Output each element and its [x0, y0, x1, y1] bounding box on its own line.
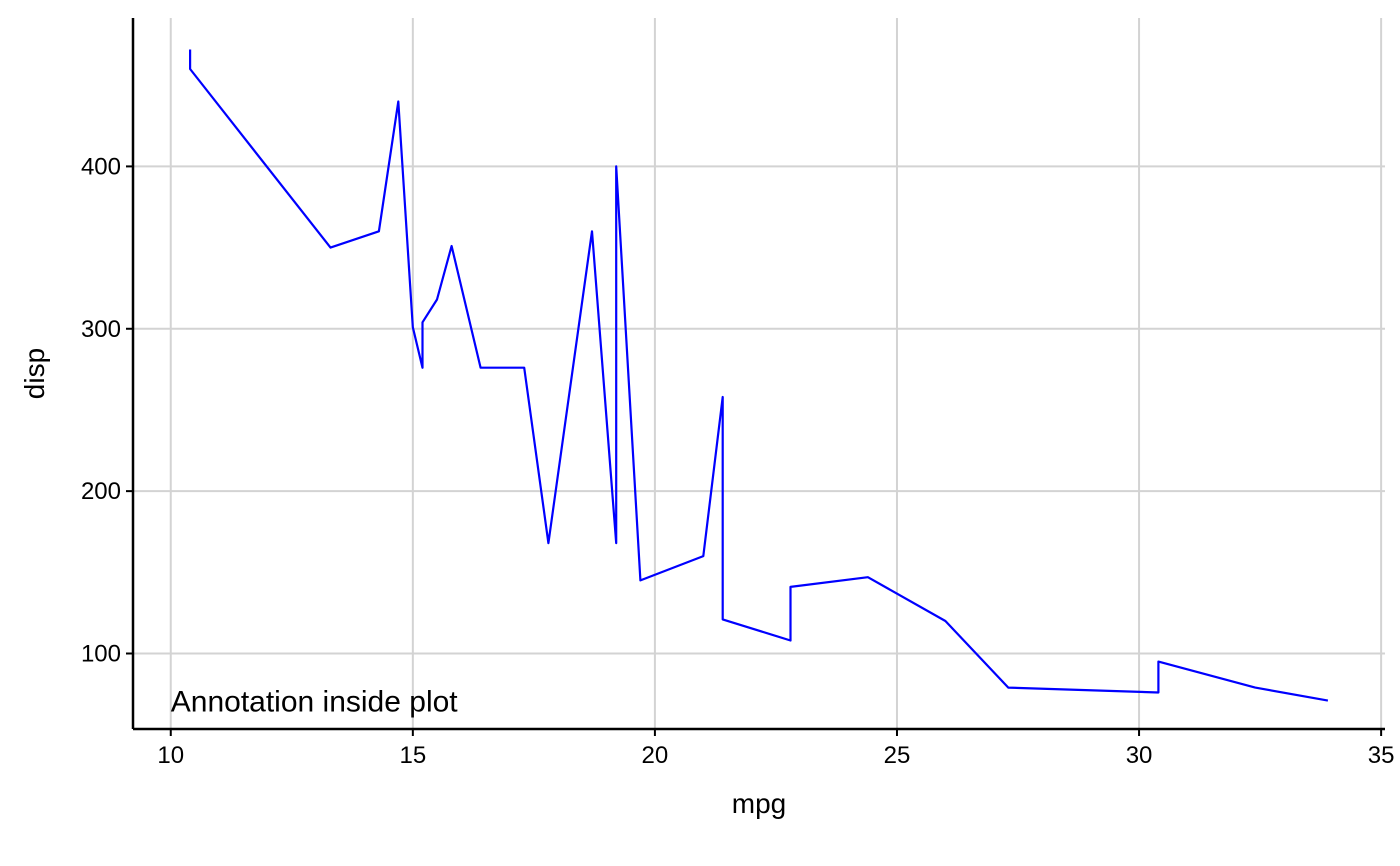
axes: [131, 18, 1385, 731]
grid-lines: [133, 18, 1385, 729]
x-tick-label: 35: [1368, 742, 1395, 769]
y-axis-title: disp: [19, 348, 50, 399]
y-tick-label: 400: [81, 153, 121, 180]
x-tick-label: 20: [642, 742, 669, 769]
y-tick-label: 300: [81, 316, 121, 343]
y-tick-label: 100: [81, 640, 121, 667]
series-line: [189, 49, 1329, 702]
x-tick-label: 10: [157, 742, 184, 769]
series-layer: [189, 49, 1329, 702]
x-axis-title: mpg: [732, 788, 786, 819]
ticks: 10 15 20 25 30 35 100 200 300 400: [81, 153, 1395, 769]
y-tick-label: 200: [81, 478, 121, 505]
annotation-label: Annotation inside plot: [171, 686, 459, 719]
x-tick-label: 30: [1126, 742, 1153, 769]
x-tick-label: 25: [884, 742, 911, 769]
x-tick-label: 15: [399, 742, 426, 769]
